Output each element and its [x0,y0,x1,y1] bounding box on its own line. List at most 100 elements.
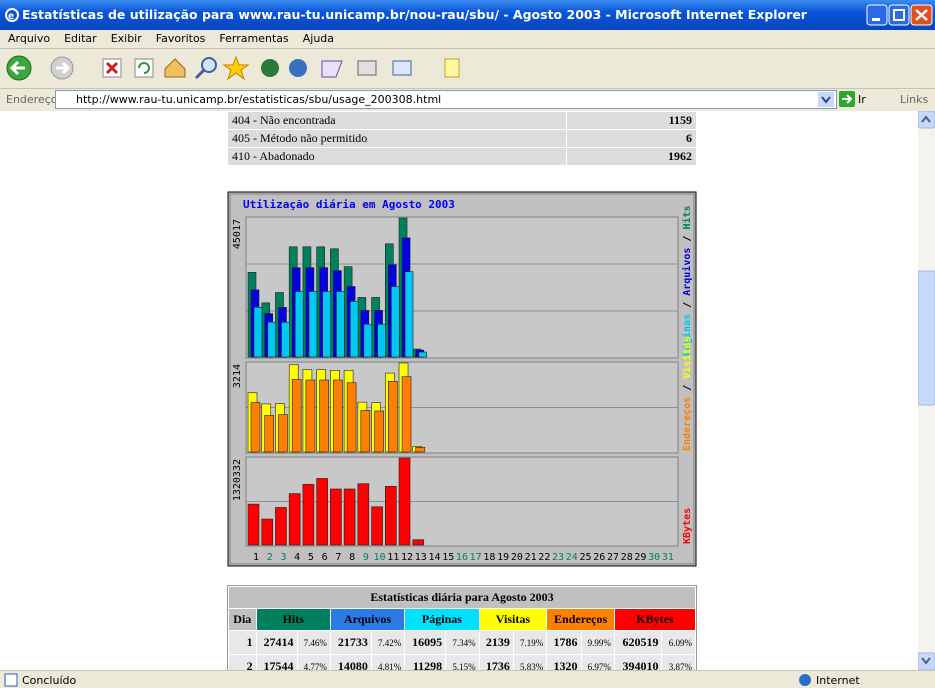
bar [308,291,318,358]
menu-item[interactable]: Editar [64,32,97,45]
bar [415,446,426,453]
menu-item[interactable]: Exibir [110,32,142,45]
bar [387,381,398,453]
bar [336,291,345,358]
bar [264,415,275,453]
x-tick-label: 18 [483,552,495,563]
daily-table-wrap: Estatísticas diária para Agosto 2003 Dia H… [227,585,697,670]
daily-cell: 620519 [614,631,662,654]
daily-table: Estatísticas diária para Agosto 2003 Dia H… [227,585,697,670]
bar [250,402,261,453]
x-tick-label: 31 [662,552,674,563]
status-label: 404 - Não encontrada [228,112,566,129]
zone-icon [799,674,811,686]
x-tick-label: 11 [387,552,399,563]
status-value: 1962 [567,148,696,165]
dropdown[interactable] [818,92,834,107]
toolbar-icons[interactable] [0,49,470,88]
daily-cell: 7.19% [513,631,547,654]
daily-cell: 2139 [479,631,513,654]
x-tick-label: 21 [525,552,537,563]
x-tick-label: 17 [470,552,482,563]
daily-cell: 17544 [256,655,297,670]
legend-entry: Endereços [682,397,693,451]
bar [374,410,384,453]
daily-cell: 5.15% [446,655,479,670]
daily-header: Endereços [547,609,614,630]
x-tick-label: 20 [511,552,523,563]
links-button[interactable]: Links [900,93,929,106]
x-tick-label: 19 [497,552,509,563]
status-row: 410 - Abadonado 1962 [228,148,696,165]
daily-cell: 1320 [547,655,581,670]
x-tick-label: 25 [579,552,591,563]
daily-header: KBytes [614,609,695,630]
daily-cell: 1 [229,631,256,654]
menu-item[interactable]: Arquivo [8,32,51,45]
svg-text:e: e [8,11,14,22]
bar [404,271,414,358]
daily-cell: 5.83% [513,655,547,670]
x-tick-label: 27 [607,552,619,563]
x-tick-label: 26 [593,552,605,563]
bar [377,323,386,358]
bar [357,483,370,546]
legend-separator: / [682,379,693,397]
go-icon[interactable] [839,91,855,107]
legend-separator: / [682,230,693,248]
daily-cell: 27414 [256,631,297,654]
bar [363,323,373,358]
bar [360,410,371,453]
status-label: 405 - Método não permitido [228,130,566,147]
page-content: 404 - Não encontrada 1159 405 - Método não… [0,111,918,670]
status-value: 1159 [567,112,696,129]
daily-header: Hits [256,609,330,630]
x-tick-label: 1 [253,552,259,563]
bar [294,291,304,358]
bar [288,493,301,546]
legend-entry: Arquivos [681,248,693,296]
menu-bar: Arquivo Editar Exibir Favoritos Ferramentas A… [0,30,935,49]
x-tick-label: 10 [374,552,386,563]
scrollbar[interactable] [917,110,935,671]
panel-max-label: 45017 [232,219,243,249]
daily-cell: 394010 [614,655,662,670]
window-controls[interactable] [866,4,934,26]
page-icon [4,673,18,687]
legend-entry: Páginas [681,314,693,356]
address-input[interactable]: http://www.rau-tu.unicamp.br/estatistica… [55,90,837,109]
x-tick-label: 6 [322,552,328,563]
bar [291,379,302,453]
toolbar [0,49,935,89]
legend-separator: / [682,296,693,314]
daily-cell: 3.87% [662,655,695,670]
menu-item[interactable]: Favoritos [155,32,206,45]
panel-max-label: 3214 [232,364,243,388]
x-tick-label: 16 [456,552,468,563]
menu-item[interactable]: Ajuda [302,32,335,45]
legend: Páginas / Arquivos / Hits [681,205,693,356]
daily-cell: 6.09% [662,631,695,654]
daily-cell: 7.46% [297,631,330,654]
status-text: Concluído [22,674,77,687]
bar [333,379,343,453]
x-tick-label: 15 [442,552,454,563]
x-tick-label: 9 [363,552,369,563]
daily-cell: 4.77% [297,655,330,670]
menu-item[interactable]: Ferramentas [219,32,289,45]
legend-entry: Visitas [681,337,693,379]
status-value: 6 [567,130,696,147]
x-tick-label: 12 [401,552,413,563]
go-button[interactable]: Ir [858,93,866,106]
daily-header: Visitas [479,609,547,630]
daily-cell: 6.97% [581,655,614,670]
legend: Endereços / Visitas [681,337,693,451]
x-tick-label: 14 [428,552,440,563]
x-tick-label: 24 [566,552,578,563]
bar [316,478,328,546]
x-tick-label: 23 [552,552,564,563]
legend: KBytes [682,508,693,544]
bar [349,301,359,358]
daily-header: Arquivos [330,609,405,630]
status-label: 410 - Abadonado [228,148,566,165]
